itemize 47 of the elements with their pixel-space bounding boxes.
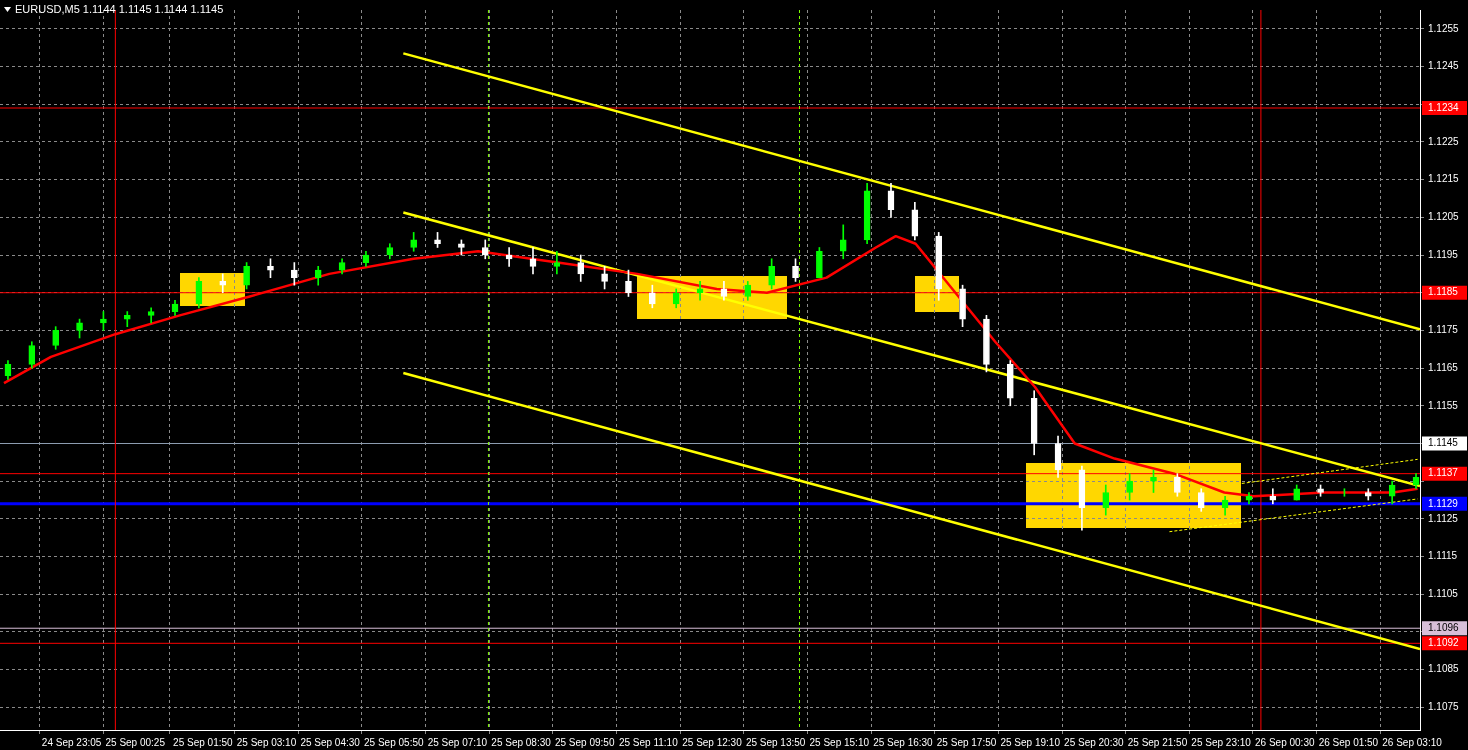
x-tick-label: 25 Sep 11:10	[618, 736, 679, 748]
y-tick-label: 1.1155	[1428, 399, 1459, 411]
x-tick-label: 25 Sep 01:50	[173, 736, 234, 748]
y-tick-label: 1.1085	[1428, 663, 1460, 675]
y-tick-label: 1.1195	[1428, 248, 1459, 260]
ref-line-label: 1.1137	[1428, 467, 1459, 479]
y-tick-label: 1.1245	[1428, 60, 1460, 72]
x-tick-label: 25 Sep 00:25	[105, 736, 166, 748]
x-tick-label: 25 Sep 20:30	[1064, 736, 1125, 748]
y-tick-label: 1.1125	[1428, 512, 1459, 524]
y-tick-label: 1.1105	[1428, 588, 1459, 600]
y-tick-label: 1.1215	[1428, 173, 1460, 185]
ref-line-label: 1.1234	[1428, 101, 1460, 113]
x-tick-label: 25 Sep 04:30	[300, 736, 361, 748]
ref-line-label: 1.1096	[1428, 621, 1460, 633]
x-tick-label: 25 Sep 07:10	[427, 736, 488, 748]
x-tick-label: 25 Sep 08:30	[491, 736, 552, 748]
x-tick-label: 25 Sep 15:10	[809, 736, 870, 748]
x-tick-label: 25 Sep 09:50	[554, 736, 615, 748]
x-tick-label: 25 Sep 03:10	[236, 736, 297, 748]
y-tick-label: 1.1075	[1428, 701, 1460, 713]
y-tick-label: 1.1165	[1428, 361, 1459, 373]
chart-title: EURUSD,M5 1.1144 1.1145 1.1144 1.1145	[15, 3, 224, 15]
x-tick-label: 25 Sep 19:10	[1000, 736, 1061, 748]
ref-line-label: 1.1129	[1428, 497, 1459, 509]
x-tick-label: 26 Sep 00:30	[1255, 736, 1315, 748]
y-tick-label: 1.1205	[1428, 211, 1460, 223]
x-tick-label: 25 Sep 13:50	[745, 736, 806, 748]
x-tick-label: 25 Sep 21:50	[1127, 736, 1188, 748]
ref-line-label: 1.1145	[1428, 437, 1459, 449]
y-tick-label: 1.1225	[1428, 135, 1460, 147]
candlestick	[553, 250, 561, 275]
y-tick-label: 1.1255	[1428, 22, 1460, 34]
ref-line-label: 1.1185	[1428, 286, 1459, 298]
y-tick-label: 1.1115	[1428, 550, 1458, 562]
x-tick-label: 25 Sep 16:30	[873, 736, 934, 748]
y-tick-label: 1.1175	[1428, 324, 1459, 336]
candlestick	[1269, 488, 1277, 505]
x-tick-label: 24 Sep 23:05	[41, 736, 102, 748]
x-tick-label: 25 Sep 05:50	[364, 736, 424, 748]
x-tick-label: 25 Sep 23:10	[1191, 736, 1252, 748]
candlestick	[123, 311, 131, 327]
x-tick-label: 26 Sep 03:10	[1382, 736, 1443, 748]
x-tick-label: 25 Sep 12:30	[682, 736, 743, 748]
ref-line-label: 1.1092	[1428, 637, 1460, 649]
x-tick-label: 26 Sep 01:50	[1318, 736, 1379, 748]
x-tick-label: 25 Sep 17:50	[936, 736, 997, 748]
